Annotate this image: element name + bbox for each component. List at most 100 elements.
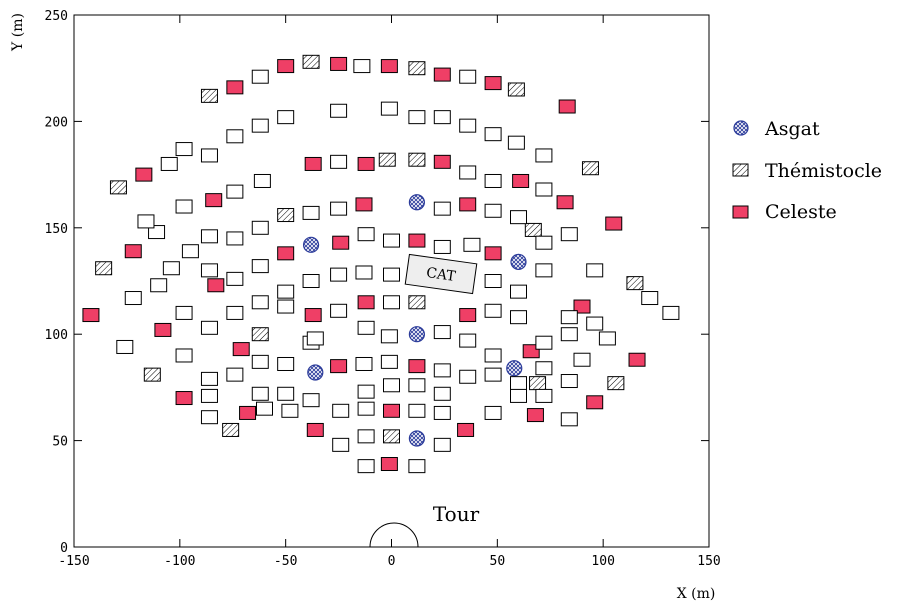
heliostat-point: [535, 148, 553, 163]
heliostat-point: [251, 295, 269, 310]
legend: Asgat Thémistocle Celeste: [732, 118, 882, 223]
heliostat-point: [484, 274, 502, 288]
heliostat-point: [251, 118, 269, 133]
celeste-point: [605, 216, 623, 231]
x-axis-title: X (m): [677, 586, 716, 602]
themistocle-point: [581, 161, 599, 176]
heliostat-point: [641, 291, 659, 306]
asgat-point: [408, 326, 425, 343]
celeste-point: [433, 154, 451, 169]
heliostat-point: [459, 69, 477, 84]
heliostat-point: [355, 356, 373, 371]
heliostat-point: [510, 310, 527, 325]
heliostat-point: [380, 329, 398, 344]
celeste-point: [239, 405, 257, 420]
x-tick-label: -100: [164, 554, 195, 569]
heliostat-point: [535, 388, 553, 403]
heliostat-point: [302, 274, 320, 288]
heliostat-point: [200, 263, 218, 278]
heliostat-point: [463, 237, 481, 252]
heliostat-point: [302, 393, 320, 408]
heliostat-point: [408, 403, 426, 418]
heliostat-point: [330, 103, 348, 118]
heliostat-point: [433, 363, 451, 378]
heliostat-point: [181, 244, 199, 259]
celeste-point: [433, 67, 451, 82]
celeste-point: [332, 235, 350, 250]
heliostat-point: [277, 356, 295, 371]
celeste-point: [135, 167, 153, 182]
heliostat-point: [484, 127, 502, 142]
heliostat-point: [433, 386, 451, 401]
heliostat-point: [200, 388, 218, 403]
legend-celeste-label: Celeste: [765, 201, 837, 223]
x-tick-label: 150: [697, 554, 720, 569]
series-hatched-square: [95, 54, 644, 444]
celeste-point: [154, 322, 172, 337]
heliostat-point: [253, 173, 271, 188]
cat-box: [404, 253, 478, 295]
heliostat-point: [560, 227, 578, 242]
celeste-point: [82, 308, 100, 323]
heliostat-point: [484, 405, 502, 420]
heliostat-point: [510, 376, 527, 391]
heliostat-point: [433, 110, 451, 125]
celeste-point: [556, 195, 574, 210]
heliostat-point: [124, 291, 142, 306]
heliostat-point: [510, 388, 527, 403]
legend-themistocle-icon: [732, 163, 749, 177]
themistocle-point: [95, 261, 113, 276]
celeste-point: [175, 391, 193, 406]
themistocle-point: [607, 376, 625, 391]
series-empty-square: [116, 59, 680, 474]
x-tick-label: 100: [591, 554, 614, 569]
heliostat-point: [357, 384, 375, 399]
series-hatched-circle: [302, 194, 527, 447]
heliostat-point: [302, 205, 320, 220]
heliostat-point: [281, 403, 299, 418]
x-tick-label: 0: [388, 554, 396, 569]
heliostat-point: [484, 203, 502, 218]
heliostat-point: [200, 229, 218, 244]
celeste-point: [277, 246, 295, 261]
heliostat-point: [226, 305, 244, 320]
heliostat-point: [459, 118, 477, 133]
heliostat-point: [251, 69, 269, 84]
celeste-point: [306, 422, 324, 437]
celeste-point: [573, 299, 591, 314]
themistocle-point: [529, 376, 547, 391]
celeste-point: [459, 197, 477, 212]
heliostat-point: [226, 184, 244, 199]
heliostat-point: [573, 352, 591, 367]
themistocle-point: [626, 276, 644, 291]
heliostat-point: [200, 371, 218, 386]
heliostat-point: [380, 101, 398, 116]
themistocle-point: [408, 61, 426, 76]
cat-building: CAT: [404, 253, 478, 295]
heliostat-point: [433, 239, 451, 254]
themistocle-point: [524, 222, 542, 237]
x-tick-label: -150: [58, 554, 89, 569]
heliostat-point: [459, 369, 477, 384]
themistocle-point: [408, 152, 426, 167]
asgat-point: [302, 236, 320, 253]
heliostat-point: [433, 437, 451, 452]
heliostat-point: [277, 284, 295, 299]
themistocle-point: [408, 295, 426, 310]
celeste-point: [355, 197, 373, 212]
heliostat-point: [484, 348, 502, 363]
celeste-point: [205, 193, 223, 208]
heliostat-point: [332, 437, 350, 452]
heliostat-point: [598, 331, 616, 346]
heliostat-point: [535, 182, 553, 197]
celeste-point: [457, 422, 475, 437]
heliostat-point: [330, 303, 348, 318]
celeste-point: [232, 342, 250, 357]
heliostat-point: [200, 320, 218, 335]
heliostat-point: [306, 331, 324, 346]
heliostat-point: [459, 333, 477, 348]
y-tick-label: 0: [60, 541, 68, 556]
heliostat-point: [560, 310, 578, 325]
celeste-point: [357, 295, 375, 310]
axis-ticks: -150 -100 -50 0 50 100 150 0 50 100 150 200 250: [45, 9, 721, 569]
